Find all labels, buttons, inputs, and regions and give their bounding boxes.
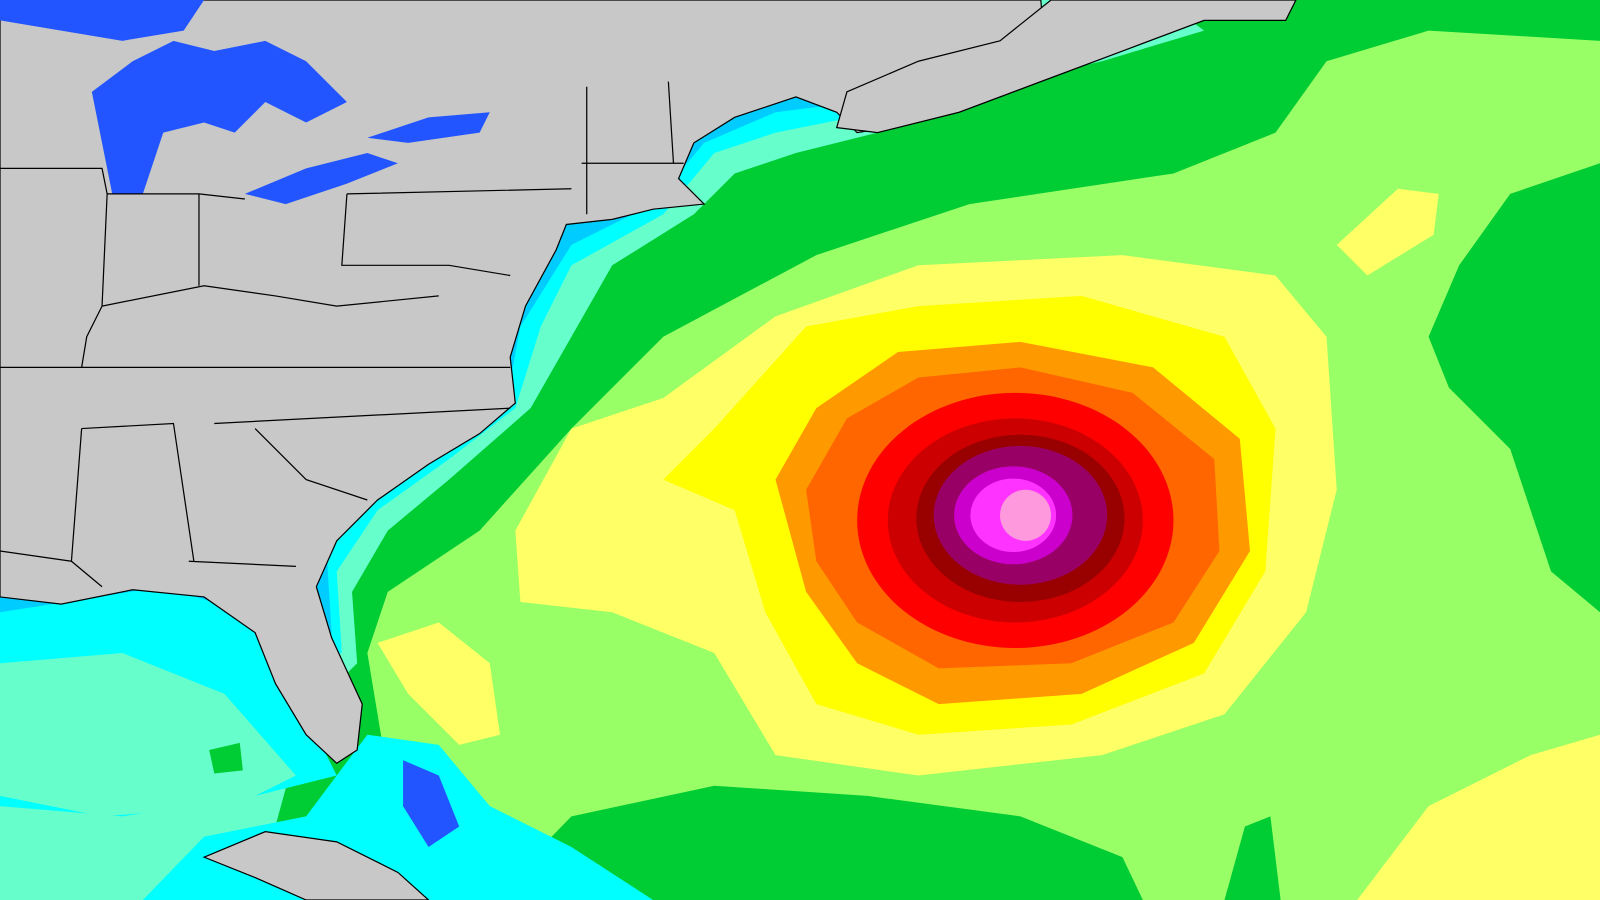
gulf-green-spot xyxy=(209,742,243,774)
wave-pale-yellow-ne xyxy=(1336,188,1439,276)
wave-pale-yellow-west xyxy=(377,622,500,745)
maritimes xyxy=(835,0,1297,134)
gulf-aqua xyxy=(0,653,296,817)
dark-green-east xyxy=(1428,163,1600,613)
bahamas-shelf xyxy=(403,760,460,847)
state-borders xyxy=(0,81,684,588)
wave-pale-yellow-se xyxy=(1357,734,1600,900)
wave-peak xyxy=(1000,489,1052,541)
dark-green-south xyxy=(489,785,1143,900)
lake-superior xyxy=(0,0,205,41)
lake-michigan-huron xyxy=(91,40,347,194)
dark-green-patch xyxy=(1224,816,1281,900)
lake-erie xyxy=(244,153,398,205)
cuba xyxy=(202,831,430,900)
lake-ontario xyxy=(367,112,490,143)
